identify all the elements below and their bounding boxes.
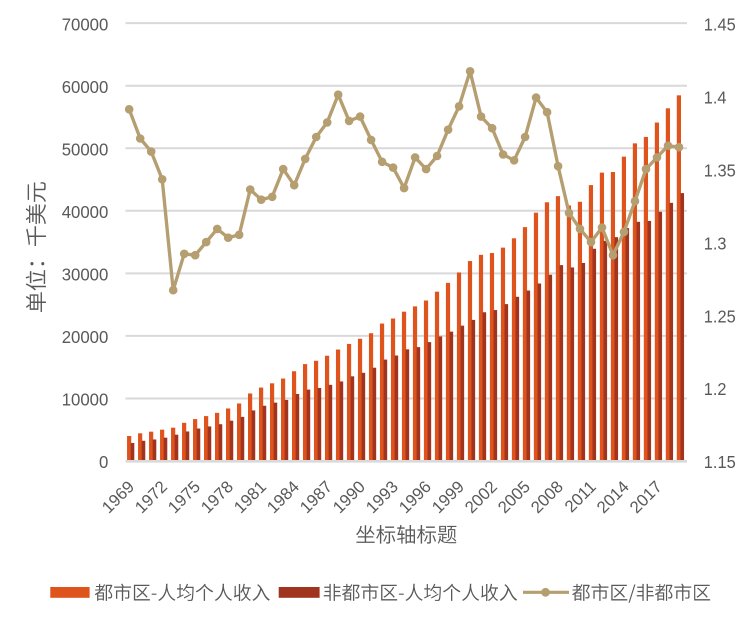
svg-text:1.3: 1.3 — [704, 233, 727, 253]
svg-text:1.25: 1.25 — [704, 306, 736, 326]
svg-text:1.2: 1.2 — [704, 379, 727, 399]
svg-text:1.4: 1.4 — [704, 87, 727, 107]
svg-text:1.15: 1.15 — [704, 452, 736, 472]
svg-text:60000: 60000 — [62, 77, 109, 97]
svg-text:20000: 20000 — [62, 327, 109, 347]
svg-text:70000: 70000 — [62, 14, 109, 34]
svg-text:1.35: 1.35 — [704, 160, 736, 180]
svg-text:40000: 40000 — [62, 202, 109, 222]
svg-text:1.45: 1.45 — [704, 14, 736, 34]
svg-text:50000: 50000 — [62, 139, 109, 159]
svg-text:0: 0 — [99, 452, 109, 472]
svg-text:30000: 30000 — [62, 265, 109, 285]
svg-text:10000: 10000 — [62, 390, 109, 410]
